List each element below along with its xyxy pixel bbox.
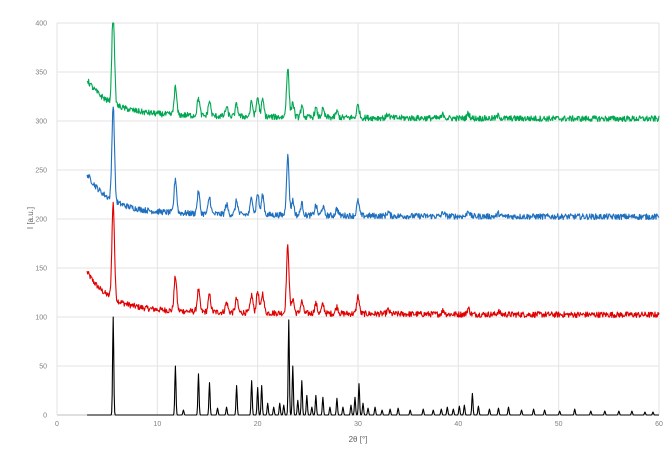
tick-labels: 0 50 100 150 200 250 300 350 400 0 10 20 30 40 50 60 — [35, 21, 663, 429]
x-tick-label: 20 — [254, 421, 262, 428]
x-tick-label: 30 — [354, 421, 362, 428]
x-tick-label: 50 — [555, 421, 563, 428]
y-tick-label: 0 — [43, 413, 47, 420]
y-tick-label: 150 — [35, 266, 47, 273]
y-axis-label: I [a.u.] — [26, 207, 35, 229]
y-tick-label: 250 — [35, 168, 47, 175]
series-line-0 — [87, 316, 660, 416]
y-tick-label: 200 — [35, 217, 47, 224]
y-tick-label: 100 — [35, 315, 47, 322]
y-tick-label: 50 — [39, 364, 47, 371]
x-axis-label: 2θ [°] — [349, 435, 368, 444]
y-tick-label: 300 — [35, 119, 47, 126]
grid — [56, 22, 660, 416]
y-tick-label: 400 — [35, 21, 47, 28]
series-line-2 — [86, 106, 660, 221]
x-tick-label: 0 — [55, 421, 59, 428]
series-line-3 — [86, 22, 660, 123]
x-tick-label: 60 — [655, 421, 663, 428]
y-tick-label: 350 — [35, 70, 47, 77]
series-layer — [86, 22, 660, 416]
x-tick-label: 40 — [454, 421, 462, 428]
series-line-1 — [86, 201, 660, 319]
x-tick-label: 10 — [153, 421, 161, 428]
